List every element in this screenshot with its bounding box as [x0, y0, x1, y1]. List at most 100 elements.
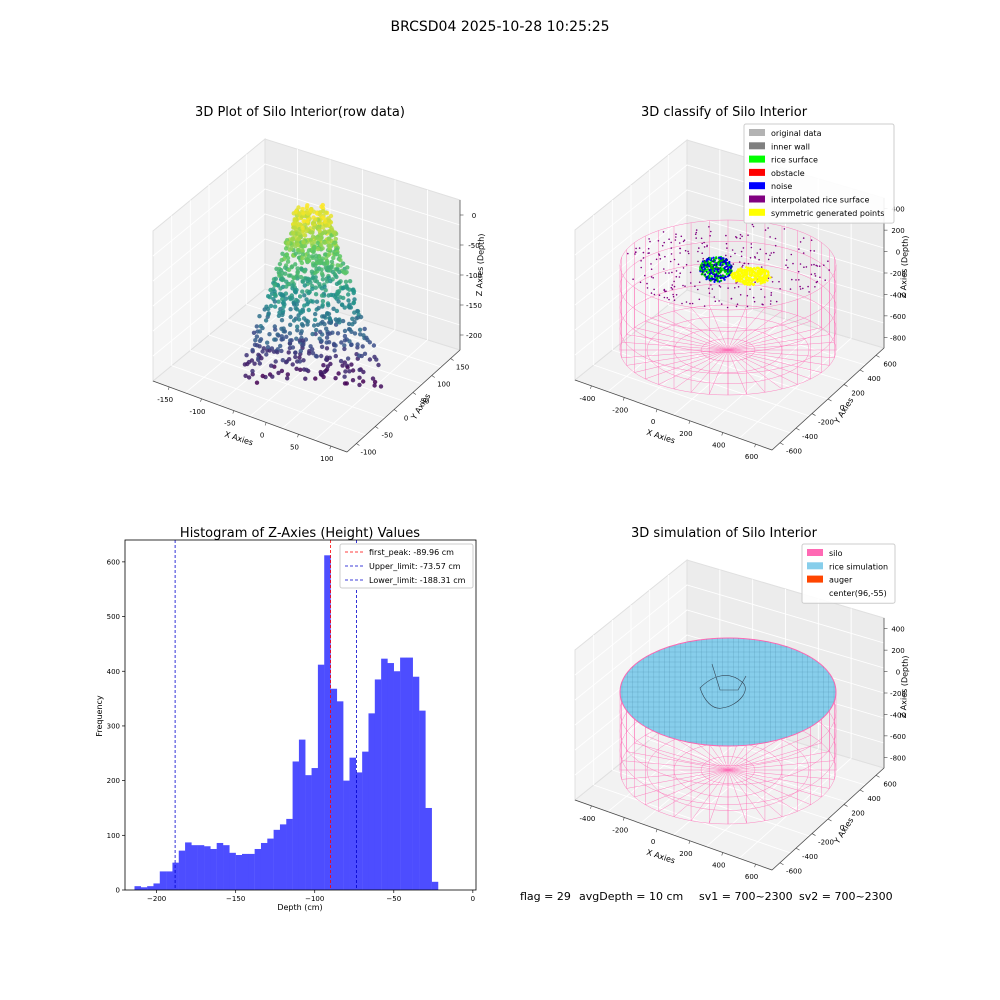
p2-symmetric-point: [741, 276, 745, 279]
p1-point: [358, 332, 363, 337]
p2-interpolated-point: [698, 281, 701, 284]
p1-point: [283, 246, 289, 251]
p1-y-tick: [450, 358, 454, 361]
p1-point: [276, 313, 282, 318]
p2-interpolated-point: [697, 288, 699, 291]
p1-point: [301, 219, 306, 224]
p4-legend-label: center(96,-55): [829, 589, 887, 598]
p1-point: [331, 341, 337, 347]
panel-raw-scatter: 3D Plot of Silo Interior(row data) -150 -…: [152, 105, 486, 463]
p4-y-tick: [875, 775, 880, 778]
p2-interpolated-point: [687, 250, 689, 253]
p2-interpolated-point: [741, 266, 743, 268]
p2-interpolated-point: [753, 300, 756, 303]
p1-point: [268, 303, 274, 309]
p2-interpolated-point: [792, 262, 794, 265]
p1-point: [283, 265, 288, 270]
footer-sv2: sv2 = 700~2300: [799, 890, 893, 903]
p2-silo-floor-ring: [700, 338, 756, 362]
p1-point: [266, 306, 271, 312]
p2-symmetric-point: [754, 268, 757, 271]
p2-interpolated-point: [785, 264, 787, 267]
p4-auger-depression: [711, 663, 747, 691]
p1-point: [292, 225, 297, 230]
p2-interpolated-point: [683, 239, 686, 241]
p1-y-axis-line: [346, 349, 461, 453]
p2-symmetric-point: [739, 267, 742, 270]
p1-point: [289, 265, 294, 270]
p2-interpolated-point: [698, 298, 701, 301]
p1-point: [313, 292, 319, 297]
p2-interpolated-point: [657, 240, 660, 242]
p2-x-tick-label: 600: [745, 453, 758, 461]
hist-x-tick-label: −200: [147, 895, 166, 903]
p2-symmetric-point: [762, 278, 766, 281]
p1-point: [280, 308, 286, 314]
p2-interpolated-point: [663, 296, 666, 299]
p2-x-tick: [622, 397, 625, 401]
p2-symmetric-point: [753, 274, 756, 277]
p2-symmetric-point: [759, 282, 762, 285]
p1-y-tick-label: 100: [437, 381, 450, 389]
hist-bar: [412, 676, 420, 890]
p2-interpolated-point: [773, 251, 775, 254]
p1-point: [251, 330, 257, 335]
p2-symmetric-point: [759, 268, 762, 271]
p1-point: [351, 301, 356, 306]
p2-y-tick-label: 200: [851, 389, 864, 397]
p1-point: [342, 343, 347, 348]
p1-point: [300, 279, 305, 284]
p4-x-tick: [754, 864, 756, 868]
p2-rice-point: [706, 268, 709, 271]
p1-point: [359, 353, 364, 359]
p2-interpolated-point: [813, 263, 815, 266]
p2-rice-point: [722, 257, 725, 260]
p2-symmetric-point: [744, 279, 747, 283]
p2-interpolated-point: [685, 301, 688, 303]
p2-y-tick: [875, 355, 880, 358]
p2-x-tick: [590, 385, 592, 389]
hist-bar: [362, 751, 369, 890]
p2-interpolated-point: [720, 303, 723, 305]
p1-point: [326, 236, 331, 241]
p2-interpolated-point: [673, 280, 675, 283]
p2-interpolated-point: [671, 271, 673, 274]
p2-interpolated-point: [734, 287, 736, 289]
p1-point: [313, 376, 318, 381]
p2-interpolated-point: [769, 254, 771, 257]
p2-y-tick-label: 400: [867, 375, 880, 383]
p4-y-tick: [811, 833, 816, 836]
p2-interpolated-point: [759, 248, 762, 251]
p2-rice-point: [713, 280, 716, 283]
p2-interpolated-point: [778, 280, 780, 283]
p1-point: [310, 254, 315, 259]
p2-interpolated-point: [670, 286, 673, 289]
p1-point: [304, 367, 309, 372]
p2-rice-point: [726, 268, 729, 271]
p1-y-tick: [375, 426, 379, 429]
p1-point: [278, 286, 283, 291]
p2-interpolated-point: [673, 285, 676, 288]
p1-point: [331, 255, 336, 261]
p2-interpolated-point: [740, 255, 743, 258]
p2-interpolated-point: [769, 236, 771, 238]
p1-point: [297, 338, 302, 343]
p1-point: [310, 347, 315, 352]
p2-x-tick-label: 200: [679, 430, 692, 438]
p1-point: [264, 352, 269, 357]
p1-point: [328, 361, 333, 367]
p4-z-tick-label: -200: [890, 690, 906, 698]
p1-point: [305, 302, 310, 307]
p1-point: [358, 314, 364, 320]
p4-y-tick-label: 200: [851, 809, 864, 817]
p2-y-tick-label: -400: [802, 433, 818, 441]
p2-x-tick-label: 0: [651, 418, 655, 426]
p2-interpolated-point: [669, 260, 672, 263]
p1-point: [272, 289, 277, 294]
p1-point: [273, 359, 278, 364]
p2-y-tick-label: 600: [883, 360, 896, 368]
hist-bar: [279, 824, 287, 891]
p1-point: [323, 288, 328, 293]
p1-point: [324, 335, 330, 340]
p1-point: [320, 246, 325, 251]
